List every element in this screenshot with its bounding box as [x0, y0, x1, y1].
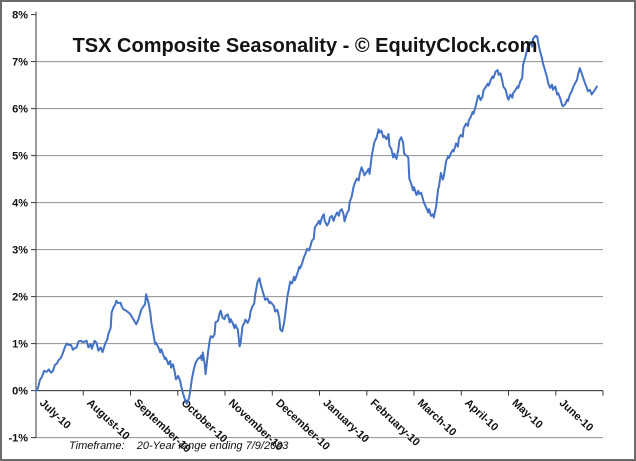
- y-axis-label: -1%: [8, 433, 28, 445]
- y-axis-label: 7%: [12, 57, 28, 69]
- x-axis-label: April-10: [462, 397, 500, 434]
- y-axis-label: 2%: [12, 292, 28, 304]
- y-axis-label: 4%: [12, 198, 28, 210]
- y-axis-label: 6%: [12, 104, 28, 116]
- x-axis-label: January-10: [320, 397, 371, 445]
- y-axis-label: 8%: [12, 10, 28, 22]
- seasonality-line: [35, 34, 598, 405]
- x-axis-label: July-10: [37, 397, 73, 432]
- x-axis-label: March-10: [415, 397, 459, 439]
- y-axis-label: 5%: [12, 151, 28, 163]
- x-axis-label: August-10: [84, 397, 132, 442]
- x-axis-label: June-10: [557, 397, 596, 434]
- chart-title: TSX Composite Seasonality - © EquityCloc…: [72, 35, 538, 57]
- y-axis-label: 0%: [12, 386, 28, 398]
- y-axis-label: 3%: [12, 245, 28, 257]
- y-axis-label: 1%: [12, 339, 28, 351]
- x-axis-label: May-10: [509, 397, 544, 431]
- timeframe-footnote: Timeframe: 20-Year range ending 7/9/2023: [69, 440, 289, 452]
- x-axis-label: February-10: [368, 397, 422, 449]
